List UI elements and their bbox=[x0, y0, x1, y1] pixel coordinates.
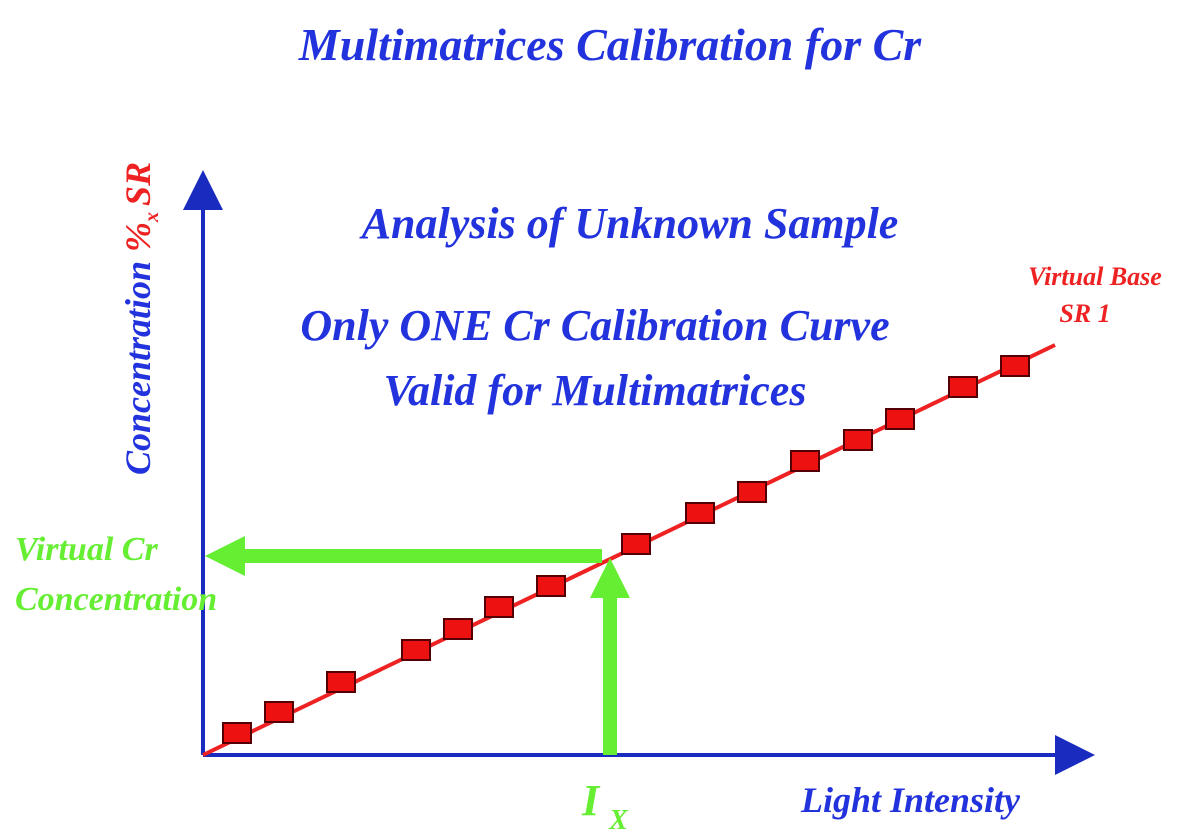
result-label: Concentration bbox=[15, 581, 217, 618]
note: Valid for Multimatrices bbox=[384, 366, 807, 415]
point bbox=[1000, 355, 1030, 377]
y-label: Concentration %x SR bbox=[118, 162, 163, 475]
point bbox=[401, 639, 431, 661]
point bbox=[326, 671, 356, 693]
x-axis-label: Light Intensity bbox=[800, 780, 1021, 820]
point bbox=[948, 376, 978, 398]
intensity-arrow bbox=[603, 595, 617, 755]
point bbox=[621, 533, 651, 555]
point bbox=[536, 575, 566, 597]
curve-label: SR 1 bbox=[1059, 299, 1110, 328]
y-label-text: Concentration bbox=[118, 261, 158, 475]
intensity-subscript: X bbox=[608, 805, 629, 836]
y-unit: % bbox=[118, 222, 158, 252]
point bbox=[885, 408, 915, 430]
point bbox=[737, 481, 767, 503]
result-arrow bbox=[240, 549, 602, 563]
point bbox=[843, 429, 873, 451]
point bbox=[443, 618, 473, 640]
point bbox=[484, 596, 514, 618]
title: Multimatrices Calibration for Cr bbox=[298, 19, 922, 70]
y-axis-label: Concentration %x SR bbox=[118, 162, 163, 475]
point bbox=[790, 450, 820, 472]
result-arrowhead bbox=[205, 536, 245, 576]
note: Analysis of Unknown Sample bbox=[359, 199, 899, 248]
point bbox=[222, 722, 252, 744]
point bbox=[264, 701, 294, 723]
point bbox=[685, 502, 715, 524]
curve-label: Virtual Base bbox=[1028, 262, 1162, 291]
intensity-main: I bbox=[581, 776, 601, 825]
y-suffix: SR bbox=[118, 162, 158, 206]
calibration-points bbox=[222, 355, 1030, 744]
intensity-arrowhead bbox=[590, 558, 630, 598]
y-subscript: x bbox=[141, 212, 163, 223]
result-label: Virtual Cr bbox=[15, 531, 158, 568]
note: Only ONE Cr Calibration Curve bbox=[300, 301, 889, 350]
